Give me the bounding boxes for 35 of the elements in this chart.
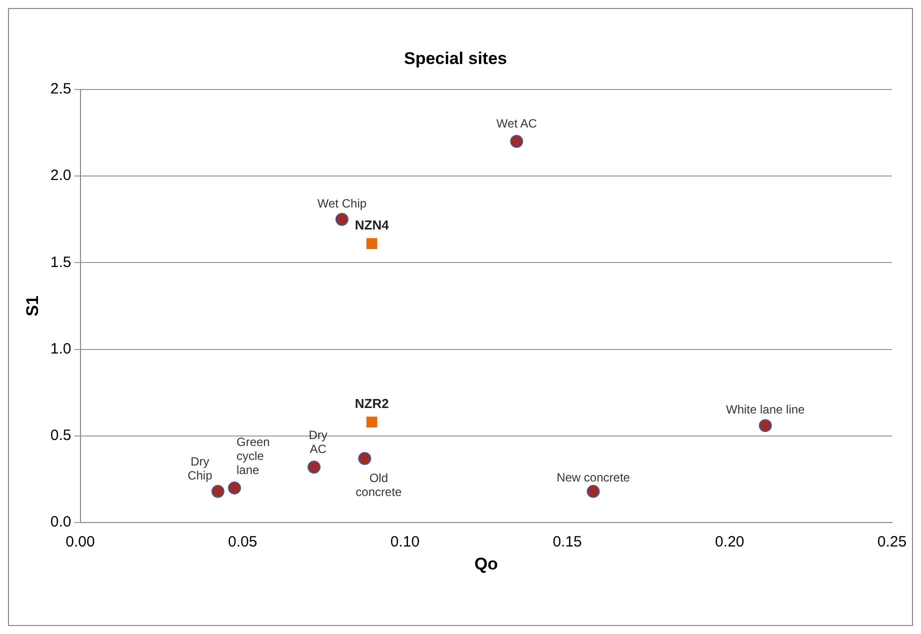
x-axis-title: Qo	[474, 554, 498, 574]
y-tick-label: 2.0	[50, 167, 72, 184]
x-tick-label: 0.25	[877, 534, 907, 551]
annotation: NZR2	[354, 396, 389, 412]
annotation: NZN4	[354, 218, 390, 233]
x-tick-label: 0.10	[390, 534, 420, 551]
point	[586, 484, 600, 498]
point	[366, 416, 378, 428]
annotation: Old concrete	[356, 470, 402, 499]
y-tick-label: 0.5	[50, 427, 72, 444]
y-tick-label: 0.0	[50, 514, 72, 531]
x-tick-label: 0.20	[715, 534, 744, 551]
point	[758, 419, 772, 432]
y-tick-label: 1.0	[50, 340, 72, 358]
point	[366, 238, 378, 250]
annotation: Wet Chip	[317, 196, 367, 210]
x-tick-label: 0.15	[552, 534, 582, 551]
y-tick-label: 1.5	[50, 254, 72, 271]
annotation: Dry AC	[308, 428, 328, 456]
annotation: Dry Chip	[188, 454, 213, 482]
point	[358, 452, 372, 465]
annotation: New concrete	[556, 470, 630, 484]
x-tick-label: 0.05	[228, 534, 258, 551]
x-tick-label: 0.00	[66, 534, 95, 551]
y-tick-label: 2.5	[50, 80, 72, 98]
point	[228, 481, 241, 494]
chart-title: Special sites	[404, 48, 508, 68]
annotation: Wet AC	[496, 116, 538, 130]
y-axis-title: S1	[22, 296, 42, 316]
annotation: Green cycle lane	[236, 434, 270, 477]
point	[510, 134, 524, 148]
point	[211, 484, 224, 498]
point	[335, 212, 348, 226]
annotation: White lane line	[726, 402, 806, 417]
point	[308, 460, 321, 474]
